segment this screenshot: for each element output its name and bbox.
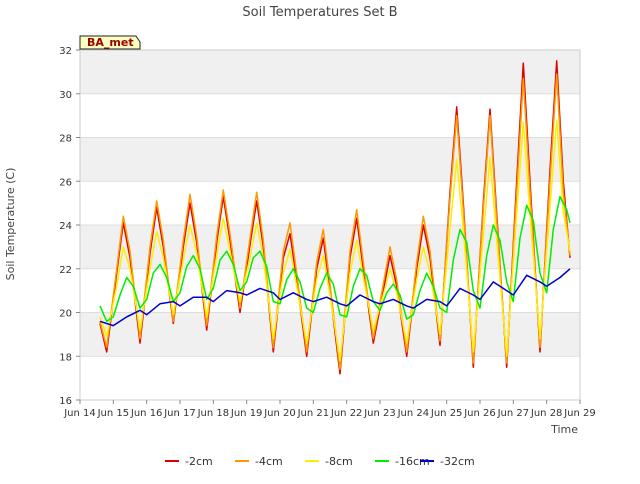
legend-label: -4cm [255, 455, 283, 468]
x-tick-label: Jun 23 [363, 408, 396, 419]
x-tick-label: Jun 17 [163, 408, 196, 419]
y-axis-label: Soil Temperature (C) [4, 168, 17, 281]
x-tick-label: Jun 21 [297, 408, 330, 419]
grid-band [80, 312, 580, 357]
x-tick-label: Jun 28 [530, 408, 563, 419]
x-tick-label: Jun 15 [97, 408, 130, 419]
site-label: BA_met [87, 36, 134, 49]
y-tick-label: 24 [59, 221, 72, 232]
grid-band [80, 50, 580, 94]
x-tick-label: Jun 20 [263, 408, 296, 419]
y-tick-label: 20 [59, 309, 72, 320]
x-tick-label: Jun 26 [463, 408, 496, 419]
series-line-minus-16cm [99, 195, 571, 323]
x-tick-label: Jun 27 [497, 408, 530, 419]
x-tick-label: Jun 22 [330, 408, 363, 419]
series-line-minus-8cm [99, 119, 571, 362]
x-tick-label: Jun 16 [130, 408, 163, 419]
plot-area [79, 49, 581, 401]
series-lines [99, 60, 571, 375]
y-tick-label: 32 [59, 46, 72, 57]
chart-title: Soil Temperatures Set B [242, 5, 397, 20]
y-tick-label: 28 [59, 134, 72, 145]
x-tick-label: Jun 14 [63, 408, 96, 419]
legend-label: -8cm [325, 455, 353, 468]
legend-label: -32cm [440, 455, 475, 468]
grid-band [80, 225, 580, 269]
x-tick-label: Jun 29 [563, 408, 596, 419]
x-tick-label: Jun 24 [397, 408, 430, 419]
y-tick-label: 16 [59, 396, 72, 407]
y-tick-label: 26 [59, 177, 72, 188]
legend-label: -2cm [185, 455, 213, 468]
grid-band [80, 137, 580, 182]
y-tick-label: 22 [59, 265, 72, 276]
site-label-box: BA_met [79, 35, 141, 50]
x-axis-ticks: Jun 14 Jun 15 Jun 16 Jun 17 Jun 18 Jun 19 Jun … [63, 400, 596, 419]
legend: -2cm -4cm -8cm -16cm -32cm [165, 455, 475, 468]
series-line-minus-32cm [99, 268, 571, 327]
legend-label: -16cm [395, 455, 430, 468]
y-tick-label: 18 [59, 352, 72, 363]
x-tick-label: Jun 25 [430, 408, 463, 419]
y-tick-label: 30 [59, 90, 72, 101]
x-tick-label: Jun 18 [197, 408, 230, 419]
x-axis-label: Time [550, 423, 578, 436]
x-tick-label: Jun 19 [230, 408, 263, 419]
y-axis-ticks: 16 18 20 22 24 26 28 30 32 [59, 46, 80, 407]
